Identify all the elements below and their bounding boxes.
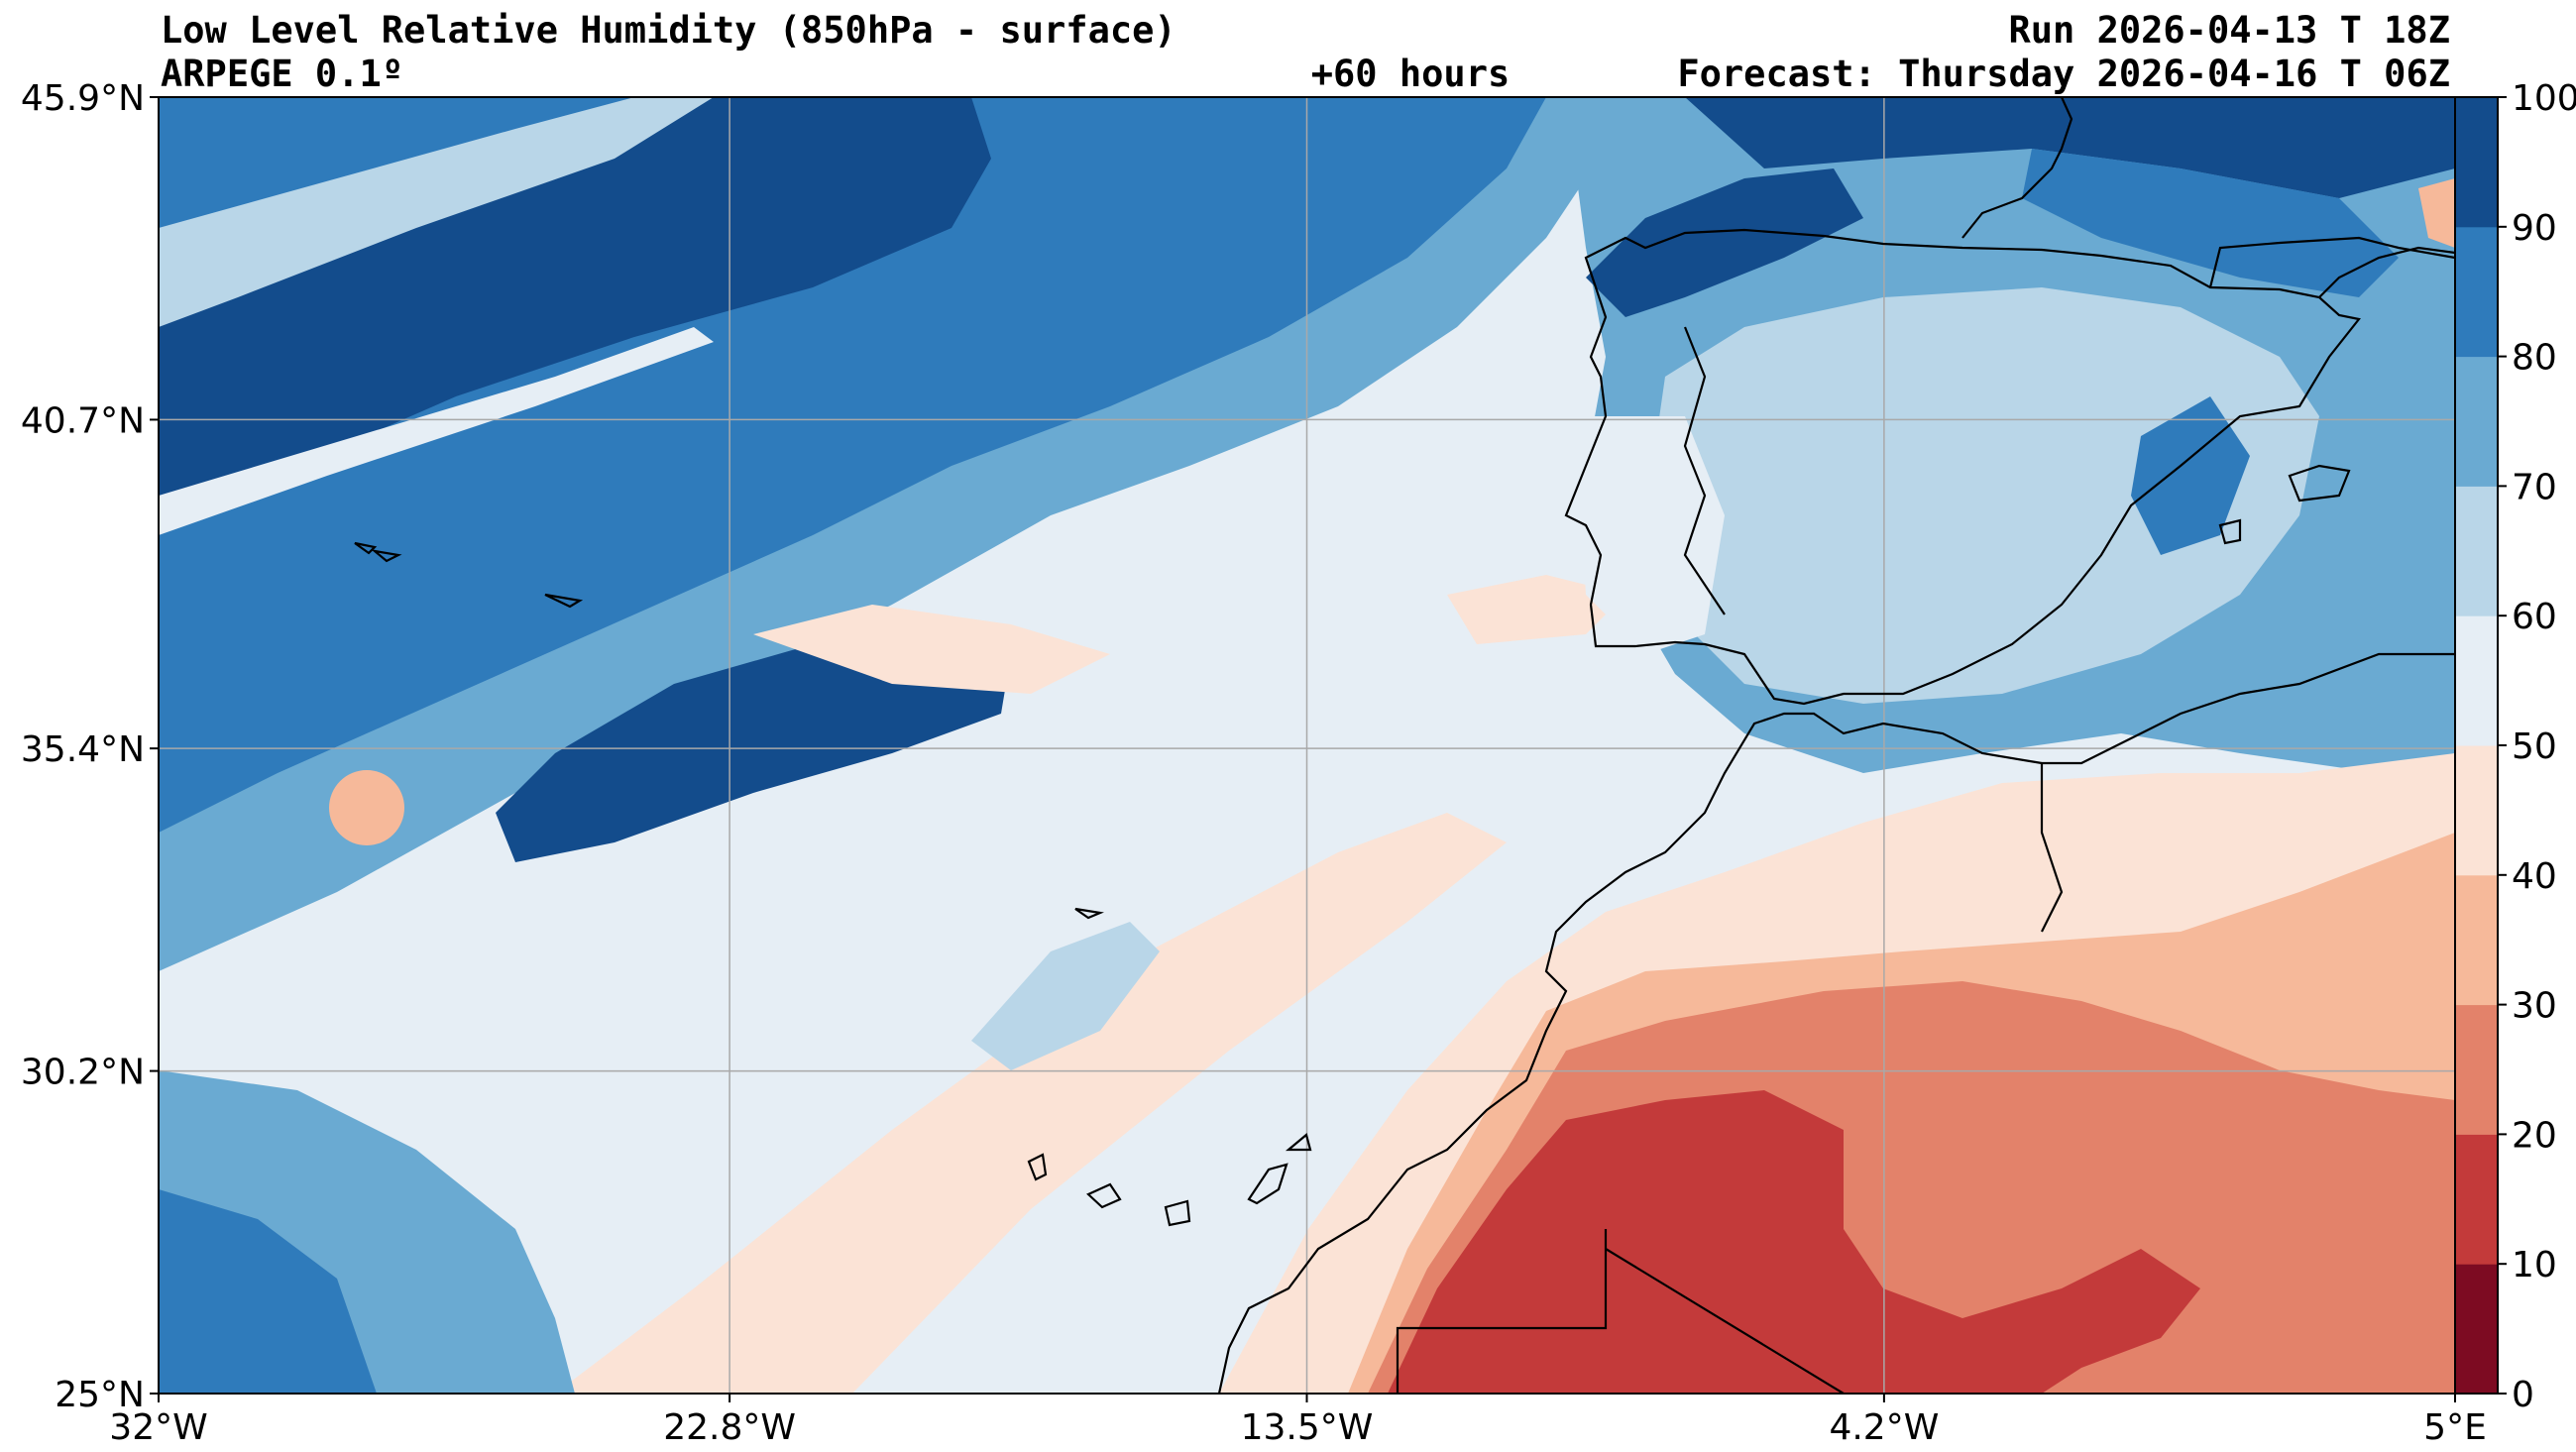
colorbar-segment — [2455, 486, 2498, 616]
island-canary-3 — [1164, 1199, 1191, 1227]
field-nw-white — [159, 327, 714, 535]
field-med-80 — [2131, 396, 2250, 555]
colorbar-tick-label: 0 — [2512, 1375, 2534, 1415]
field-tongue-45c — [1447, 575, 1625, 644]
colorbar-segment — [2455, 356, 2498, 487]
lat-tick-label: 45.9°N — [21, 78, 145, 119]
island-canary-4 — [1247, 1163, 1288, 1205]
longitude-axis: 32°W 22.8°W 13.5°W 4.2°W 5°E — [109, 1394, 2487, 1448]
colorbar-tick-label: 90 — [2512, 208, 2557, 249]
field-europe-90 — [1685, 97, 2455, 198]
border-morocco — [1396, 1229, 1608, 1394]
field-tongue-45 — [555, 813, 1507, 1394]
border-morocco-algeria — [2040, 763, 2064, 933]
colorbar-tick-label: 100 — [2512, 78, 2576, 119]
colorbar-tick-label: 40 — [2512, 856, 2557, 897]
island-canary-5 — [1285, 1133, 1312, 1152]
colorbar-tick-label: 60 — [2512, 597, 2557, 637]
colorbar-tick-label: 50 — [2512, 726, 2557, 767]
colorbar-segment — [2455, 745, 2498, 876]
lat-tick-label: 25°N — [55, 1375, 145, 1415]
colorbar-segment — [2455, 1264, 2498, 1395]
colorbar-tick-label: 70 — [2512, 467, 2557, 507]
colorbar-tick-label: 20 — [2512, 1115, 2557, 1156]
lat-tick-label: 30.2°N — [21, 1053, 145, 1093]
field-iberia-55 — [1576, 416, 1725, 654]
border-algeria — [1605, 1248, 1845, 1394]
island-madeira — [1074, 907, 1104, 920]
coast-north — [1961, 97, 2073, 239]
run-label: Run 2026-04-13 T 18Z — [2008, 9, 2450, 52]
coast-ibiza — [2218, 518, 2242, 545]
lat-tick-label: 40.7°N — [21, 400, 145, 441]
coast-iberia — [1564, 228, 2361, 706]
island-azores-1 — [354, 541, 378, 555]
colorbar-tick-label: 30 — [2512, 986, 2557, 1027]
field-nw-light — [159, 97, 714, 327]
lon-tick-label: 4.2°W — [1829, 1407, 1939, 1448]
colorbar-segment — [2455, 615, 2498, 746]
coast-italy — [2318, 246, 2455, 298]
lead-time-label: +60 hours — [1310, 53, 1511, 95]
field-africa-15 — [1388, 1090, 2200, 1394]
lon-tick-label: 13.5°W — [1241, 1407, 1374, 1448]
field-europe-80 — [2022, 149, 2399, 297]
lon-tick-label: 32°W — [109, 1407, 207, 1448]
model-label: ARPEGE 0.1º — [161, 53, 404, 95]
colorbar-segment — [2455, 1134, 2498, 1265]
field-blob-30 — [329, 770, 404, 845]
lon-tick-label: 5°E — [2423, 1407, 2487, 1448]
colorbar: 0 10 20 30 40 50 60 70 80 90 100 — [2454, 78, 2576, 1415]
map-gridlines — [159, 97, 2455, 1394]
colorbar-segment — [2455, 1004, 2498, 1135]
forecast-label: Forecast: Thursday 2026-04-16 T 06Z — [1677, 53, 2450, 95]
field-tongue-45b — [753, 605, 1110, 694]
lon-tick-label: 22.8°W — [663, 1407, 796, 1448]
colorbar-segment — [2455, 226, 2498, 358]
island-azores-3 — [544, 593, 584, 609]
border-portugal-spain — [1683, 326, 1726, 615]
island-canary-1 — [1027, 1153, 1048, 1181]
coastlines — [354, 97, 2455, 1394]
lat-tick-label: 35.4°N — [21, 729, 145, 770]
coast-mallorca — [2288, 464, 2351, 503]
chart-title: Low Level Relative Humidity (850hPa - su… — [161, 9, 1176, 52]
field-nw-90a — [159, 97, 991, 515]
colorbar-tick-label: 80 — [2512, 338, 2557, 379]
field-center-60 — [971, 922, 1160, 1070]
coast-africa — [1217, 652, 2455, 1394]
colorbar-tick-label: 10 — [2512, 1245, 2557, 1285]
latitude-axis: 45.9°N 40.7°N 35.4°N 30.2°N 25°N — [21, 78, 159, 1415]
field-sw-80 — [159, 1189, 377, 1394]
colorbar-segment — [2455, 97, 2498, 228]
colorbar-segment — [2455, 874, 2498, 1006]
field-iberia-60 — [1645, 287, 2319, 704]
field-biscay-90 — [1586, 168, 1863, 317]
field-alps-40 — [2418, 178, 2455, 248]
island-canary-2 — [1086, 1182, 1122, 1209]
island-azores-2 — [371, 549, 402, 563]
